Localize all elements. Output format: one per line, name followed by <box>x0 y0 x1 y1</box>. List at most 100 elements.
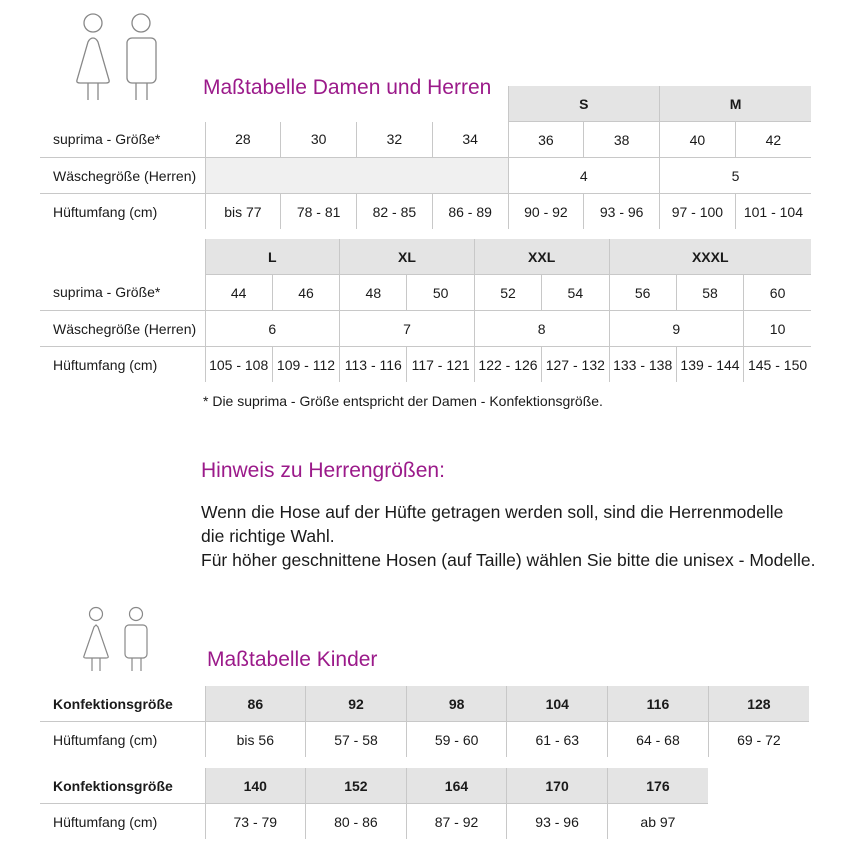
table-cell: bis 77 <box>204 193 281 229</box>
table-cell: 6 <box>204 310 340 347</box>
row-label: Wäschegröße (Herren) <box>40 310 205 347</box>
table-cell: bis 56 <box>204 721 306 757</box>
table-cell: 42 <box>734 121 812 158</box>
adult-size-table-2: L XL XXL XXXL suprima - Größe* 44 46 48 50 5… <box>40 239 811 382</box>
group-header: XXXL <box>608 239 811 275</box>
table-cell: 64 - 68 <box>607 721 709 757</box>
adult-table-title: Maßtabelle Damen und Herren <box>203 76 492 99</box>
table-cell: 10 <box>743 310 811 347</box>
table-cell: 133 - 138 <box>608 346 677 382</box>
table-cell: 122 - 126 <box>473 346 542 382</box>
table-cell: 30 <box>280 121 357 158</box>
row-label: Hüftumfang (cm) <box>53 731 158 748</box>
table-cell: 90 - 92 <box>507 193 584 229</box>
table-row: Konfektionsgröße 86 92 98 104 116 128 <box>40 686 809 722</box>
row-label: suprima - Größe* <box>40 121 205 158</box>
table-cell: 78 - 81 <box>280 193 357 229</box>
adult-size-table-1: S M suprima - Größe* 28 30 32 34 36 38 40 42 Wä… <box>40 86 812 229</box>
table-cell: 38 <box>583 121 660 158</box>
row-label: suprima - Größe* <box>40 274 205 311</box>
table-row: Wäschegröße (Herren) 4 5 <box>40 157 812 194</box>
table-row: Hüftumfang (cm) bis 56 57 - 58 59 - 60 61 -… <box>40 721 809 757</box>
table-cell: 5 <box>659 157 812 194</box>
table-cell: 48 <box>339 274 407 311</box>
table-cell: 140 <box>204 768 306 804</box>
table-cell: 152 <box>305 768 407 804</box>
table-cell: 98 <box>405 686 507 722</box>
table-cell: 82 - 85 <box>356 193 433 229</box>
hint-title: Hinweis zu Herrengrößen: <box>201 459 445 482</box>
kids-table-title: Maßtabelle Kinder <box>207 648 378 671</box>
group-header: L <box>204 239 340 275</box>
table-cell: 59 - 60 <box>405 721 507 757</box>
table-cell: 105 - 108 <box>204 346 273 382</box>
table-cell: 109 - 112 <box>271 346 340 382</box>
woman-man-icon <box>76 13 157 100</box>
table-cell: 69 - 72 <box>707 721 809 757</box>
table-cell: 54 <box>541 274 609 311</box>
table-cell: 86 - 89 <box>431 193 509 229</box>
table-cell: 116 <box>607 686 709 722</box>
table-cell: 176 <box>606 768 708 804</box>
group-header: XL <box>339 239 475 275</box>
table-cell: 104 <box>506 686 608 722</box>
table-cell: 40 <box>659 121 736 158</box>
table-cell: 87 - 92 <box>405 803 507 839</box>
table-cell: 80 - 86 <box>305 803 407 839</box>
kids-size-table-1: Konfektionsgröße 86 92 98 104 116 128 Hüftumf… <box>40 686 809 757</box>
row-label: Hüftumfang (cm) <box>53 203 158 220</box>
table-cell: 28 <box>204 121 281 158</box>
table-cell: 128 <box>707 686 809 722</box>
empty-cell <box>204 157 509 194</box>
child-icon <box>83 606 148 671</box>
table-cell: 4 <box>507 157 660 194</box>
table-cell: 92 <box>305 686 407 722</box>
table-cell: 44 <box>204 274 273 311</box>
table-cell: 56 <box>608 274 677 311</box>
table-cell: 101 - 104 <box>734 193 812 229</box>
table-row: Konfektionsgröße 140 152 164 170 176 <box>40 768 708 804</box>
table-cell: 170 <box>506 768 608 804</box>
table-cell: 117 - 121 <box>406 346 475 382</box>
row-label: Konfektionsgröße <box>40 686 205 722</box>
group-header: M <box>659 86 812 122</box>
table-cell: 36 <box>507 121 584 158</box>
footnote: * Die suprima - Größe entspricht der Dam… <box>203 393 603 409</box>
table-cell: 145 - 150 <box>743 346 811 382</box>
row-label: Hüftumfang (cm) <box>53 813 158 830</box>
table-cell: 46 <box>271 274 340 311</box>
row-label: Wäschegröße (Herren) <box>40 157 205 194</box>
table-cell: 52 <box>473 274 542 311</box>
table-cell: 127 - 132 <box>541 346 609 382</box>
table-cell: 93 - 96 <box>506 803 608 839</box>
empty-cell <box>40 239 205 275</box>
table-cell: 113 - 116 <box>339 346 407 382</box>
table-cell: 60 <box>743 274 811 311</box>
table-cell: 8 <box>473 310 609 347</box>
table-cell: 139 - 144 <box>675 346 744 382</box>
table-cell: ab 97 <box>606 803 708 839</box>
table-cell: 164 <box>405 768 507 804</box>
table-row: Hüftumfang (cm) 105 - 108 109 - 112 113 - … <box>40 346 811 382</box>
row-label: Konfektionsgröße <box>40 768 205 804</box>
hint-text: Wenn die Hose auf der Hüfte getragen wer… <box>201 502 816 570</box>
table-cell: 73 - 79 <box>204 803 306 839</box>
kids-size-table-2: Konfektionsgröße 140 152 164 170 176 Hüftumf… <box>40 768 708 839</box>
table-cell: 93 - 96 <box>583 193 660 229</box>
group-header: XXL <box>473 239 609 275</box>
table-cell: 97 - 100 <box>659 193 736 229</box>
table-cell: 61 - 63 <box>506 721 608 757</box>
table-cell: 58 <box>675 274 744 311</box>
group-header: S <box>507 86 660 122</box>
table-cell: 32 <box>356 121 433 158</box>
table-row: suprima - Größe* 44 46 48 50 52 54 56 58 60 <box>40 274 811 311</box>
table-cell: 9 <box>608 310 744 347</box>
table-row: Hüftumfang (cm) 73 - 79 80 - 86 87 - 92 93 … <box>40 803 708 839</box>
row-label: Hüftumfang (cm) <box>53 356 158 373</box>
table-cell: 86 <box>204 686 306 722</box>
table-row: Wäschegröße (Herren) 6 7 8 9 10 <box>40 310 811 347</box>
table-cell: 57 - 58 <box>305 721 407 757</box>
table-cell: 7 <box>339 310 475 347</box>
empty-cell <box>40 86 508 122</box>
